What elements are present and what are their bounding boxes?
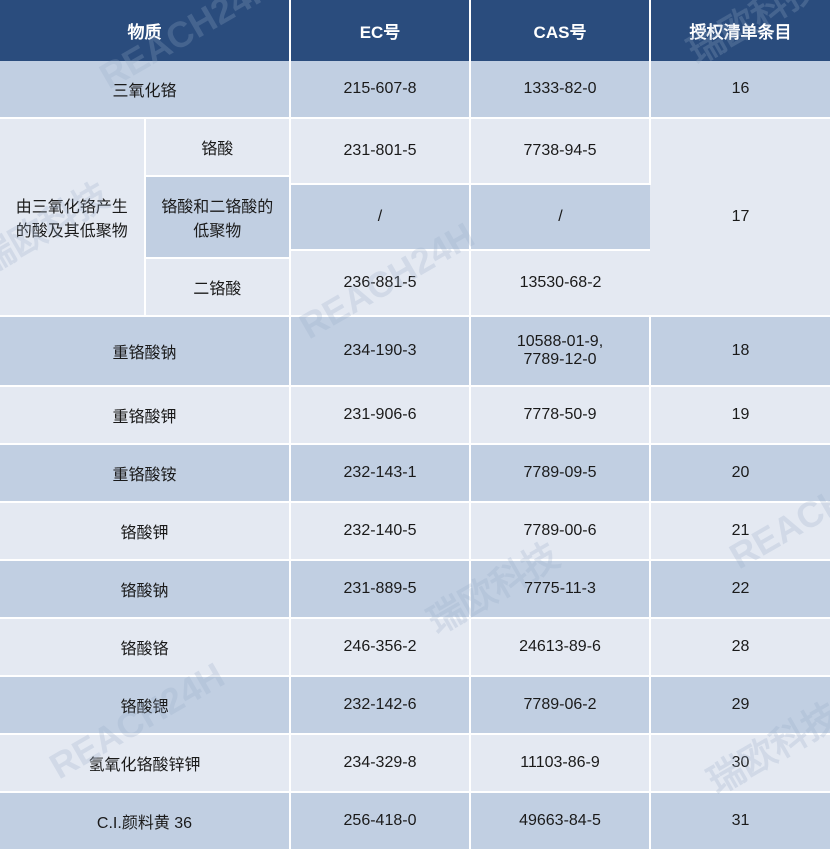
cell-cas: 49663-84-5 xyxy=(470,792,650,850)
cell-substance: 重铬酸钠 xyxy=(0,316,290,386)
cell-substance: 重铬酸钾 xyxy=(0,386,290,444)
cell-ec: 234-329-8 xyxy=(290,734,470,792)
cell-cas: 7789-09-5 xyxy=(470,444,650,502)
cell-ec: 246-356-2 xyxy=(290,618,470,676)
cell-substance-sub: 二铬酸 xyxy=(145,258,290,315)
cell-ec: 256-418-0 xyxy=(290,792,470,850)
cell-entry: 29 xyxy=(650,676,830,734)
cell-entry: 31 xyxy=(650,792,830,850)
cell-cas: 7789-00-6 xyxy=(470,502,650,560)
table-row: 三氧化铬 215-607-8 1333-82-0 16 xyxy=(0,61,830,118)
header-cas: CAS号 xyxy=(470,0,650,61)
cell-substance-merged: 由三氧化铬产生的酸及其低聚物铬酸铬酸和二铬酸的低聚物二铬酸 xyxy=(0,118,290,316)
table-header-row: 物质 EC号 CAS号 授权清单条目 xyxy=(0,0,830,61)
cell-ec: 215-607-8 xyxy=(290,61,470,118)
substance-table: 物质 EC号 CAS号 授权清单条目 三氧化铬 215-607-8 1333-8… xyxy=(0,0,830,851)
cell-entry: 22 xyxy=(650,560,830,618)
cell-substance: 铬酸锶 xyxy=(0,676,290,734)
cell-cas: 7778-50-9 xyxy=(470,386,650,444)
cell-cas: 11103-86-9 xyxy=(470,734,650,792)
cell-cas: 7789-06-2 xyxy=(470,676,650,734)
cell-ec: / xyxy=(290,184,470,250)
cell-cas: 7775-11-3 xyxy=(470,560,650,618)
cell-substance: 氢氧化铬酸锌钾 xyxy=(0,734,290,792)
header-ec: EC号 xyxy=(290,0,470,61)
cell-cas: 13530-68-2 xyxy=(470,250,650,316)
table-row: 重铬酸铵 232-143-1 7789-09-5 20 xyxy=(0,444,830,502)
table-row: 铬酸钠 231-889-5 7775-11-3 22 xyxy=(0,560,830,618)
cell-substance-sub: 铬酸和二铬酸的低聚物 xyxy=(145,176,290,258)
table-row: 铬酸锶 232-142-6 7789-06-2 29 xyxy=(0,676,830,734)
table-row: 重铬酸钾 231-906-6 7778-50-9 19 xyxy=(0,386,830,444)
cell-ec: 234-190-3 xyxy=(290,316,470,386)
cell-entry: 19 xyxy=(650,386,830,444)
cell-entry: 16 xyxy=(650,61,830,118)
cell-cas: 24613-89-6 xyxy=(470,618,650,676)
cell-ec: 232-142-6 xyxy=(290,676,470,734)
cell-substance-group-label: 由三氧化铬产生的酸及其低聚物 xyxy=(0,119,145,315)
cell-cas: 7738-94-5 xyxy=(470,118,650,184)
cell-substance: 铬酸铬 xyxy=(0,618,290,676)
cell-entry: 30 xyxy=(650,734,830,792)
cell-cas: / xyxy=(470,184,650,250)
header-substance: 物质 xyxy=(0,0,290,61)
table-row: 由三氧化铬产生的酸及其低聚物铬酸铬酸和二铬酸的低聚物二铬酸231-801-577… xyxy=(0,118,830,184)
table-row: 重铬酸钠 234-190-3 10588-01-9,7789-12-0 18 xyxy=(0,316,830,386)
cell-substance: 铬酸钠 xyxy=(0,560,290,618)
table-row: C.I.颜料黄 36 256-418-0 49663-84-5 31 xyxy=(0,792,830,850)
cell-substance: 三氧化铬 xyxy=(0,61,290,118)
cell-cas: 10588-01-9,7789-12-0 xyxy=(470,316,650,386)
cell-entry: 18 xyxy=(650,316,830,386)
table-row: 氢氧化铬酸锌钾 234-329-8 11103-86-9 30 xyxy=(0,734,830,792)
cell-substance: C.I.颜料黄 36 xyxy=(0,792,290,850)
table-row: 铬酸钾 232-140-5 7789-00-6 21 xyxy=(0,502,830,560)
cell-cas: 1333-82-0 xyxy=(470,61,650,118)
cell-substance: 重铬酸铵 xyxy=(0,444,290,502)
cell-ec: 232-143-1 xyxy=(290,444,470,502)
cell-substance: 铬酸钾 xyxy=(0,502,290,560)
cell-entry: 20 xyxy=(650,444,830,502)
header-entry: 授权清单条目 xyxy=(650,0,830,61)
cell-entry: 28 xyxy=(650,618,830,676)
cell-substance-sub: 铬酸 xyxy=(145,119,290,176)
cell-ec: 231-801-5 xyxy=(290,118,470,184)
cell-entry: 17 xyxy=(650,118,830,316)
cell-ec: 236-881-5 xyxy=(290,250,470,316)
table-row: 铬酸铬 246-356-2 24613-89-6 28 xyxy=(0,618,830,676)
cell-entry: 21 xyxy=(650,502,830,560)
cell-ec: 232-140-5 xyxy=(290,502,470,560)
table-container: 物质 EC号 CAS号 授权清单条目 三氧化铬 215-607-8 1333-8… xyxy=(0,0,830,851)
cell-ec: 231-889-5 xyxy=(290,560,470,618)
cell-ec: 231-906-6 xyxy=(290,386,470,444)
